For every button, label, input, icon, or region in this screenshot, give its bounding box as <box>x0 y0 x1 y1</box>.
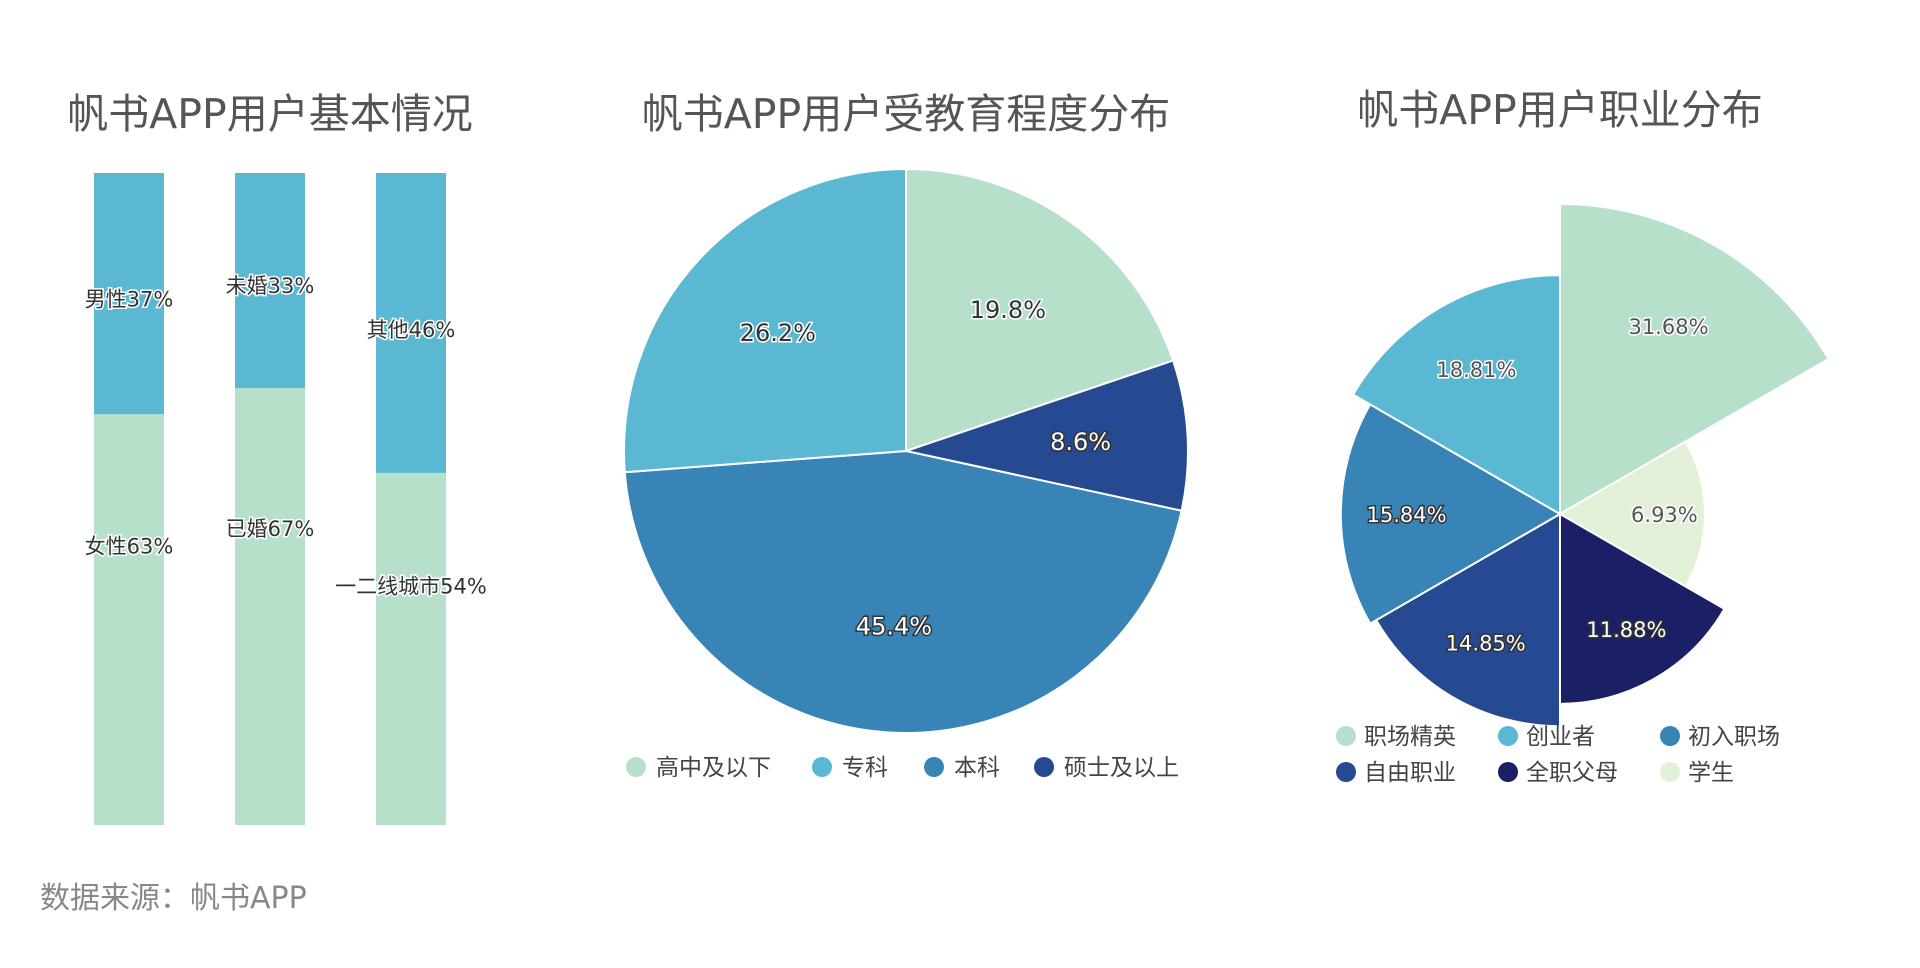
legend-marker-icon <box>1498 726 1518 746</box>
occupation-title: 帆书APP用户职业分布 <box>1357 86 1763 134</box>
legend-marker-icon <box>924 757 944 777</box>
education-pie: 19.8% 8.6% 45.4% 26.2% <box>623 167 1189 734</box>
legend-marker-icon <box>1660 726 1680 746</box>
legend-item[interactable]: 创业者 <box>1498 724 1595 750</box>
rose-slice <box>1351 274 1561 516</box>
legend-item[interactable]: 自由职业 <box>1336 760 1456 786</box>
bar-segment-bottom-3 <box>376 472 446 825</box>
rose-slice <box>1559 202 1830 516</box>
rose-slice <box>1339 403 1563 625</box>
legend-label: 硕士及以上 <box>1064 755 1179 781</box>
legend-marker-icon <box>1336 726 1356 746</box>
rose-slice-label: 14.85% <box>1446 632 1526 656</box>
pie-slice <box>902 359 1189 512</box>
pie-slice-label: 26.2% <box>740 319 816 347</box>
bar-label: 男性37% <box>85 287 174 311</box>
bar-segment-top-3 <box>376 173 446 473</box>
rose-slice <box>1374 512 1561 728</box>
legend-marker-icon <box>1660 762 1680 782</box>
rose-slice-label: 31.68% <box>1628 315 1708 339</box>
legend-label: 职场精英 <box>1364 724 1456 750</box>
education-title: 帆书APP用户受教育程度分布 <box>642 90 1171 138</box>
basic-info-chart: 帆书APP用户基本情况 女性63% 男性37% 已婚67% 未婚33% 一二线城市54%… <box>67 90 488 825</box>
bar-label: 未婚33% <box>226 274 315 298</box>
bar-label: 一二线城市54% <box>335 575 487 599</box>
rose-slice <box>1558 440 1706 588</box>
legend-label: 本科 <box>954 755 1000 781</box>
legend-label: 高中及以下 <box>656 755 771 781</box>
bar-label: 女性63% <box>85 535 174 559</box>
occupation-chart: 帆书APP用户职业分布 31.68% 6.93% 11.88% 14.85% 15.84… <box>1336 86 1830 786</box>
rose-slice-label: 11.88% <box>1586 618 1666 642</box>
legend-item[interactable]: 专科 <box>812 755 888 781</box>
bar-segment-bottom-1 <box>94 414 164 825</box>
legend-label: 自由职业 <box>1364 760 1456 786</box>
pie-slice-label: 45.4% <box>856 612 932 640</box>
rose-slice-label: 6.93% <box>1631 503 1698 527</box>
bar-segment-top-1 <box>94 173 164 415</box>
legend-label: 学生 <box>1688 760 1734 786</box>
legend-label: 全职父母 <box>1526 760 1618 786</box>
legend-marker-icon <box>1498 762 1518 782</box>
pie-slice-label: 19.8% <box>970 296 1046 324</box>
basic-info-title: 帆书APP用户基本情况 <box>67 90 473 138</box>
bar-segment-top-2 <box>235 173 305 389</box>
legend-item[interactable]: 本科 <box>924 755 1000 781</box>
legend-label: 专科 <box>842 755 888 781</box>
legend-label: 创业者 <box>1526 724 1595 750</box>
legend-item[interactable]: 职场精英 <box>1336 724 1456 750</box>
legend-item[interactable]: 高中及以下 <box>626 755 771 781</box>
rose-slice-label: 15.84% <box>1367 503 1447 527</box>
education-legend: 高中及以下 专科 本科 硕士及以上 <box>626 755 1179 781</box>
legend-marker-icon <box>812 757 832 777</box>
legend-item[interactable]: 学生 <box>1660 760 1734 786</box>
legend-item[interactable]: 全职父母 <box>1498 760 1618 786</box>
bar-label: 其他46% <box>367 318 456 342</box>
pie-slice <box>905 167 1175 453</box>
source-note: 数据来源：帆书APP <box>40 881 307 916</box>
legend-marker-icon <box>1336 762 1356 782</box>
legend-label: 初入职场 <box>1688 724 1780 750</box>
occupation-rose: 31.68% 6.93% 11.88% 14.85% 15.84% 18.81% <box>1339 202 1830 728</box>
bar-group: 女性63% 男性37% 已婚67% 未婚33% 一二线城市54% 其他46% <box>83 173 488 825</box>
rose-slice <box>1559 512 1726 705</box>
education-chart: 帆书APP用户受教育程度分布 19.8% 8.6% 45.4% 26.2% 高中及以下… <box>623 90 1189 781</box>
legend-item[interactable]: 初入职场 <box>1660 724 1780 750</box>
bar-segment-bottom-2 <box>235 388 305 825</box>
legend-marker-icon <box>626 757 646 777</box>
legend-marker-icon <box>1034 757 1054 777</box>
bar-label: 已婚67% <box>226 517 315 541</box>
legend-item[interactable]: 硕士及以上 <box>1034 755 1179 781</box>
pie-slice-label: 8.6% <box>1050 428 1111 456</box>
pie-slice <box>623 167 907 474</box>
pie-slice <box>623 449 1183 734</box>
rose-slice-label: 18.81% <box>1436 358 1516 382</box>
